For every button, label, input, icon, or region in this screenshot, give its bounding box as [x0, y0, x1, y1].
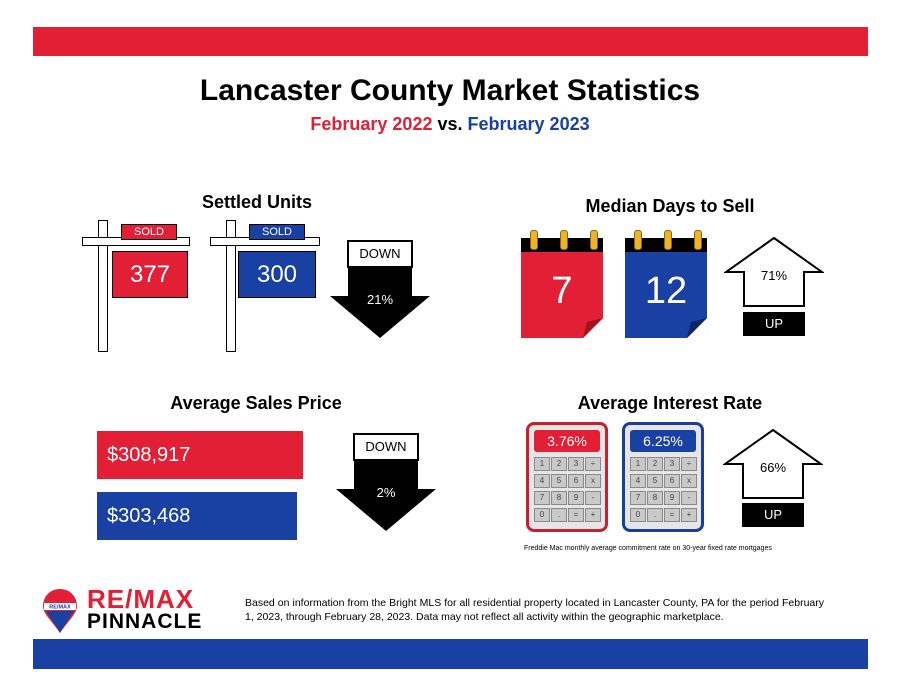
calculator-key: ÷	[585, 457, 601, 471]
calculator-key: 9	[664, 491, 680, 505]
calculator-key: +	[585, 508, 601, 522]
calendar-ring-icon	[664, 230, 672, 250]
footer-disclaimer: Based on information from the Bright MLS…	[245, 597, 824, 623]
calculator-key: -	[585, 491, 601, 505]
calculator-key: ÷	[681, 457, 697, 471]
calculator-key: 0	[534, 508, 550, 522]
page-subtitle: February 2022 vs. February 2023	[0, 114, 900, 135]
calculator-key: x	[681, 474, 697, 488]
balloon-text: RE/MAX	[49, 605, 71, 611]
calculator-key: 2	[647, 457, 663, 471]
sold-plate: SOLD	[121, 224, 177, 240]
calculator-key: -	[681, 491, 697, 505]
calculator-key: 8	[551, 491, 567, 505]
up-arrow-icon	[724, 236, 824, 307]
subtitle-period-2023: February 2023	[467, 114, 590, 134]
calculator-2022: 3.76% 1 2 3 ÷ 4 5 6 x 7 8 9- 0. = +	[526, 422, 608, 532]
calculator-key: 4	[630, 474, 646, 488]
down-arrow-icon	[330, 266, 430, 338]
median-days-change: 71%	[760, 268, 788, 283]
hot-air-balloon-icon: RE/MAX	[43, 589, 77, 633]
calculator-key: 1	[534, 457, 550, 471]
median-days-2022-value: 7	[551, 270, 573, 312]
settled-units-change: 21%	[366, 292, 394, 307]
calculator-key: 7	[534, 491, 550, 505]
calendar-ring-icon	[560, 230, 568, 250]
interest-rate-2023-value: 6.25%	[630, 430, 696, 452]
interest-rate-note: Freddie Mac monthly average commitment r…	[524, 545, 772, 552]
logo-wordmark: RE/MAX	[87, 584, 195, 614]
calculator-key: .	[551, 508, 567, 522]
calculator-2023: 6.25% 1 2 3 ÷ 4 5 6 x 7 8 9- 0. = +	[622, 422, 704, 532]
up-arrow-icon	[723, 428, 823, 499]
logo-line2: PINNACLE	[87, 610, 203, 633]
median-days-2023-value: 12	[644, 270, 688, 312]
calculator-key: 9	[568, 491, 584, 505]
calculator-key: 3	[664, 457, 680, 471]
sign-post	[98, 220, 108, 352]
interest-rate-2022-value: 3.76%	[534, 430, 600, 452]
avg-price-change: 2%	[376, 485, 396, 500]
settled-units-2023-value: 300	[238, 251, 316, 298]
settled-units-title: Settled Units	[201, 192, 312, 212]
down-arrow-icon	[336, 459, 436, 531]
top-banner-bar	[33, 27, 868, 56]
calculator-key: x	[585, 474, 601, 488]
calculator-key: 8	[647, 491, 663, 505]
avg-price-title: Average Sales Price	[170, 393, 342, 413]
calculator-key: 4	[534, 474, 550, 488]
calendar-ring-icon	[694, 230, 702, 250]
interest-rate-title: Average Interest Rate	[577, 393, 763, 413]
calculator-key: 5	[551, 474, 567, 488]
median-days-title: Median Days to Sell	[585, 196, 755, 216]
calculator-key: .	[647, 508, 663, 522]
calendar-ring-icon	[590, 230, 598, 250]
calculator-key: 5	[647, 474, 663, 488]
calculator-key: 6	[664, 474, 680, 488]
avg-price-2023-value: $303,468	[97, 492, 297, 540]
calendar-ring-icon	[530, 230, 538, 250]
avg-price-2022-value: $308,917	[97, 431, 303, 479]
sign-post	[226, 220, 236, 352]
subtitle-period-2022: February 2022	[310, 114, 433, 134]
calculator-key: 3	[568, 457, 584, 471]
page-title: Lancaster County Market Statistics	[199, 74, 701, 107]
calculator-key: 2	[551, 457, 567, 471]
settled-units-direction: DOWN	[347, 240, 413, 268]
settled-units-2022-value: 377	[112, 251, 188, 298]
calculator-key: 1	[630, 457, 646, 471]
logo-line1: RE/MAX	[87, 584, 194, 615]
bottom-banner-bar	[33, 639, 868, 669]
subtitle-vs: vs.	[437, 114, 463, 134]
calculator-key: +	[681, 508, 697, 522]
avg-price-direction: DOWN	[353, 433, 419, 461]
calculator-key: 0	[630, 508, 646, 522]
calculator-key: 6	[568, 474, 584, 488]
calculator-key: 7	[630, 491, 646, 505]
sold-plate: SOLD	[249, 224, 305, 240]
median-days-direction: UP	[743, 312, 805, 336]
calendar-page	[625, 252, 707, 338]
calculator-key: =	[568, 508, 584, 522]
calculator-key: =	[664, 508, 680, 522]
interest-rate-change: 66%	[759, 460, 787, 475]
interest-rate-direction: UP	[742, 503, 804, 527]
calendar-page	[521, 252, 603, 338]
calendar-ring-icon	[634, 230, 642, 250]
